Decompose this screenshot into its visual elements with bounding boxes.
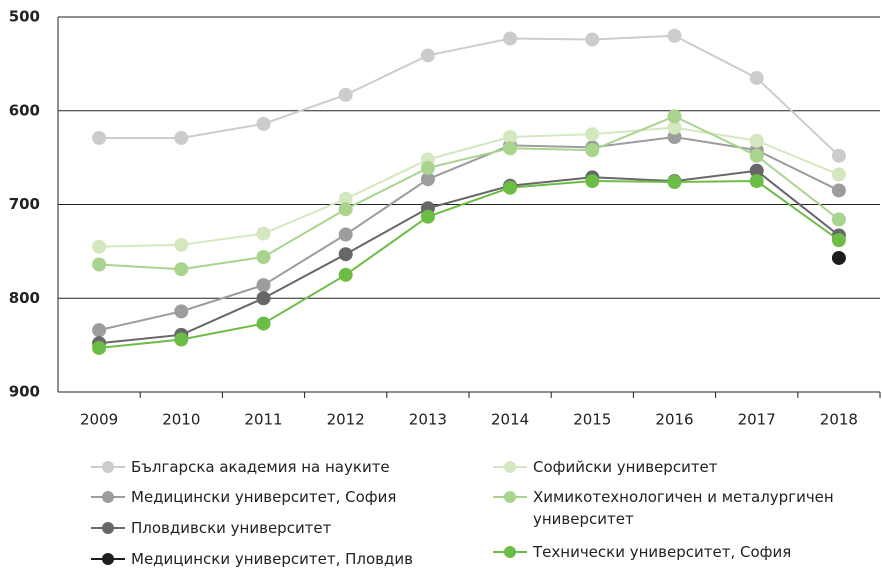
legend-swatch [493,461,527,473]
legend-swatch [493,546,527,558]
legend-swatch [91,553,125,565]
point [256,316,271,331]
x-tick-label: 2016 [655,411,693,429]
point [338,267,353,282]
point [256,116,271,131]
y-tick-label: 900 [9,383,40,401]
point [585,32,600,47]
series-line [99,115,840,271]
legend-label: Медицински университет, Пловдив [131,550,413,568]
point [585,143,600,158]
point [503,141,518,156]
legend-label: Софийски университет [533,458,718,476]
point [92,340,107,355]
point [174,304,189,319]
point [749,163,764,178]
x-tick-label: 2014 [491,411,529,429]
point [667,120,682,135]
legend-dot [504,491,516,503]
point [831,233,846,248]
point [256,291,271,306]
y-tick-label: 600 [9,101,40,119]
legend-dot [102,522,114,534]
point [420,172,435,187]
point [338,191,353,206]
point [749,133,764,148]
point [420,48,435,63]
point [503,180,518,195]
point [338,227,353,242]
point [92,257,107,272]
point [174,332,189,347]
point [749,174,764,189]
legend-label: Медицински университет, София [131,488,397,506]
point [667,109,682,124]
series-line [99,126,840,248]
point [831,167,846,182]
legend-dot [504,546,516,558]
legend-swatch [91,491,125,503]
series-line [98,169,840,345]
legend-swatch [91,461,125,473]
legend-dot [102,491,114,503]
point [420,209,435,224]
point [749,148,764,163]
x-tick-label: 2012 [327,411,365,429]
point [667,175,682,189]
point [503,130,518,144]
y-tick-label: 700 [9,195,40,213]
series-line [99,34,840,157]
x-tick-label: 2018 [820,411,858,429]
point [585,174,600,189]
point [92,130,107,145]
point [338,87,353,102]
legend-label: Българска академия на науките [131,458,390,476]
legend-label: Технически университет, София [533,543,792,561]
point [174,237,189,252]
point [831,250,846,265]
point [338,247,353,262]
point [174,130,189,145]
point [420,160,435,175]
legend-dot [504,461,516,473]
chart: 500 600 700 800 900 2009 2010 2011 2012 2013 2014 2… [9,8,881,429]
legend-dot [102,553,114,565]
series-line [98,135,840,332]
x-tick-label: 2011 [244,411,282,429]
x-tick-label: 2013 [409,411,447,429]
point [749,70,764,85]
point [585,127,600,142]
point [338,202,353,217]
point [256,278,271,293]
point [831,212,846,227]
y-tick-label: 800 [9,289,40,307]
legend-swatch [91,522,125,534]
point [92,323,107,338]
point [667,28,682,43]
legend-label: Химикотехнологичен и металургичен универ… [533,488,834,528]
x-tick-label: 2015 [573,411,611,429]
x-tick-label: 2009 [80,411,118,429]
point [831,183,846,198]
point [831,148,846,163]
y-tick-label: 500 [9,8,40,26]
point [256,250,271,264]
x-tick-label: 2010 [162,411,200,429]
point [503,31,518,46]
legend-label: Пловдивски университет [131,519,332,537]
legend-dot [102,461,114,473]
series-line [98,180,840,349]
point [92,239,107,254]
legend-swatch [493,491,527,503]
x-tick-label: 2017 [738,411,776,429]
point [174,262,189,277]
point [256,226,271,241]
